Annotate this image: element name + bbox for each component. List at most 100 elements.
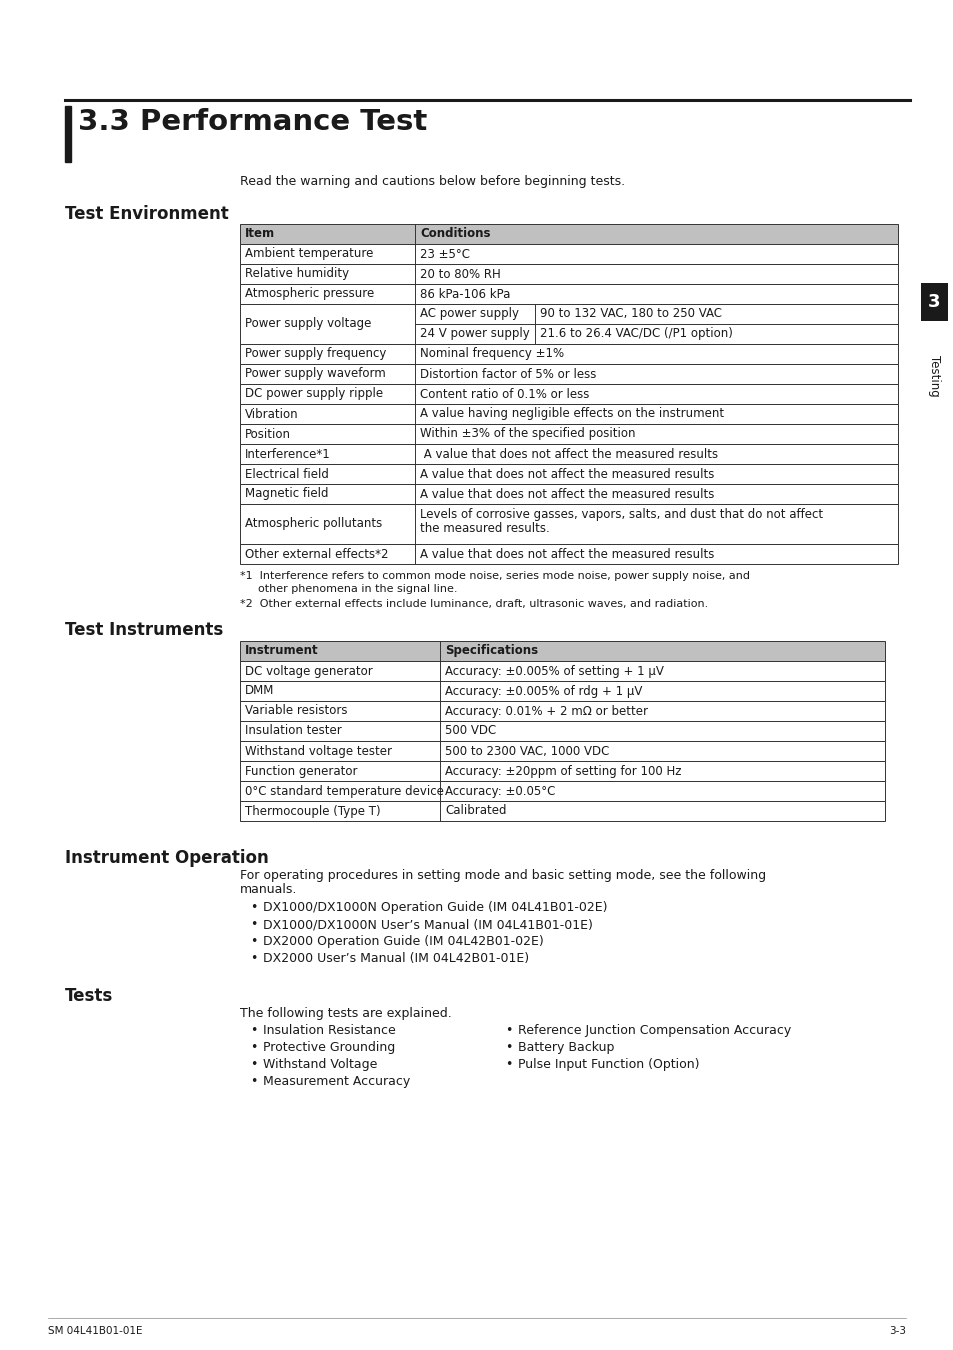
- Text: *1  Interference refers to common mode noise, series mode noise, power supply no: *1 Interference refers to common mode no…: [240, 571, 749, 580]
- Text: Interference*1: Interference*1: [245, 447, 331, 460]
- Text: DX1000/DX1000N User’s Manual (IM 04L41B01-01E): DX1000/DX1000N User’s Manual (IM 04L41B0…: [263, 918, 592, 932]
- Text: Instrument: Instrument: [245, 644, 318, 657]
- Bar: [240, 424, 897, 444]
- Text: Variable resistors: Variable resistors: [245, 705, 347, 717]
- Text: Conditions: Conditions: [419, 227, 490, 240]
- Text: 3.3: 3.3: [78, 108, 130, 136]
- Text: Calibrated: Calibrated: [444, 805, 506, 818]
- Bar: [240, 404, 897, 424]
- Text: 500 to 2300 VAC, 1000 VDC: 500 to 2300 VAC, 1000 VDC: [444, 744, 609, 757]
- Text: Nominal frequency ±1%: Nominal frequency ±1%: [419, 347, 563, 360]
- Bar: [240, 761, 884, 782]
- Text: The following tests are explained.: The following tests are explained.: [240, 1007, 452, 1021]
- Bar: [240, 801, 884, 821]
- Bar: [240, 662, 884, 680]
- Text: Performance Test: Performance Test: [140, 108, 427, 136]
- Text: Electrical field: Electrical field: [245, 467, 329, 481]
- Text: Power supply frequency: Power supply frequency: [245, 347, 386, 360]
- Bar: [240, 464, 897, 485]
- Text: Protective Grounding: Protective Grounding: [263, 1041, 395, 1054]
- Text: Power supply voltage: Power supply voltage: [245, 317, 371, 331]
- Bar: [240, 544, 897, 564]
- Text: •: •: [250, 1058, 257, 1071]
- Bar: [240, 504, 897, 544]
- Bar: [240, 741, 884, 761]
- Text: •: •: [250, 1075, 257, 1088]
- Text: Function generator: Function generator: [245, 764, 357, 778]
- Bar: [65, 107, 71, 162]
- Bar: [240, 344, 897, 364]
- Text: Other external effects*2: Other external effects*2: [245, 548, 388, 560]
- Text: DMM: DMM: [245, 684, 274, 698]
- Text: Pulse Input Function (Option): Pulse Input Function (Option): [517, 1058, 699, 1071]
- Text: DC power supply ripple: DC power supply ripple: [245, 387, 383, 401]
- Text: Measurement Accuracy: Measurement Accuracy: [263, 1075, 410, 1088]
- Text: Test Instruments: Test Instruments: [65, 621, 223, 639]
- Text: Accuracy: ±20ppm of setting for 100 Hz: Accuracy: ±20ppm of setting for 100 Hz: [444, 764, 680, 778]
- Text: •: •: [250, 1025, 257, 1037]
- Text: Atmospheric pressure: Atmospheric pressure: [245, 288, 374, 301]
- Bar: [240, 364, 897, 383]
- Text: Reference Junction Compensation Accuracy: Reference Junction Compensation Accuracy: [517, 1025, 790, 1037]
- Text: •: •: [504, 1058, 512, 1071]
- Text: AC power supply: AC power supply: [419, 308, 518, 320]
- Bar: [240, 721, 884, 741]
- Text: •: •: [250, 918, 257, 932]
- Text: Insulation Resistance: Insulation Resistance: [263, 1025, 395, 1037]
- Text: A value having negligible effects on the instrument: A value having negligible effects on the…: [419, 408, 723, 420]
- Bar: [240, 284, 897, 304]
- Text: Within ±3% of the specified position: Within ±3% of the specified position: [419, 428, 635, 440]
- Text: A value that does not affect the measured results: A value that does not affect the measure…: [419, 548, 714, 560]
- Bar: [240, 304, 897, 344]
- Bar: [240, 244, 897, 265]
- Text: •: •: [250, 952, 257, 965]
- Text: 24 V power supply: 24 V power supply: [419, 328, 529, 340]
- Text: 3-3: 3-3: [888, 1326, 905, 1336]
- Text: SM 04L41B01-01E: SM 04L41B01-01E: [48, 1326, 142, 1336]
- Text: Magnetic field: Magnetic field: [245, 487, 328, 501]
- Text: •: •: [250, 900, 257, 914]
- Bar: [240, 782, 884, 801]
- Text: Accuracy: 0.01% + 2 mΩ or better: Accuracy: 0.01% + 2 mΩ or better: [444, 705, 647, 717]
- Text: Content ratio of 0.1% or less: Content ratio of 0.1% or less: [419, 387, 589, 401]
- Text: •: •: [504, 1041, 512, 1054]
- Text: DC voltage generator: DC voltage generator: [245, 664, 373, 678]
- Text: Item: Item: [245, 227, 274, 240]
- Text: DX2000 User’s Manual (IM 04L42B01-01E): DX2000 User’s Manual (IM 04L42B01-01E): [263, 952, 529, 965]
- Text: Tests: Tests: [65, 987, 113, 1004]
- Text: Specifications: Specifications: [444, 644, 537, 657]
- Bar: [240, 680, 884, 701]
- Text: Levels of corrosive gasses, vapors, salts, and dust that do not affect: Levels of corrosive gasses, vapors, salt…: [419, 508, 822, 521]
- Text: Position: Position: [245, 428, 291, 440]
- Text: the measured results.: the measured results.: [419, 522, 549, 535]
- Text: A value that does not affect the measured results: A value that does not affect the measure…: [419, 487, 714, 501]
- Text: DX2000 Operation Guide (IM 04L42B01-02E): DX2000 Operation Guide (IM 04L42B01-02E): [263, 936, 543, 948]
- Text: other phenomena in the signal line.: other phenomena in the signal line.: [257, 585, 457, 594]
- Text: Test Environment: Test Environment: [65, 205, 229, 223]
- Bar: [240, 641, 884, 662]
- Text: Ambient temperature: Ambient temperature: [245, 247, 373, 261]
- Text: Vibration: Vibration: [245, 408, 298, 420]
- Text: Accuracy: ±0.05°C: Accuracy: ±0.05°C: [444, 784, 555, 798]
- Text: Withstand Voltage: Withstand Voltage: [263, 1058, 377, 1071]
- Text: Distortion factor of 5% or less: Distortion factor of 5% or less: [419, 367, 596, 381]
- Text: A value that does not affect the measured results: A value that does not affect the measure…: [419, 447, 718, 460]
- Text: For operating procedures in setting mode and basic setting mode, see the followi: For operating procedures in setting mode…: [240, 869, 765, 882]
- Bar: [240, 383, 897, 404]
- Text: Thermocouple (Type T): Thermocouple (Type T): [245, 805, 380, 818]
- Bar: [240, 701, 884, 721]
- Bar: [240, 485, 897, 504]
- Text: Withstand voltage tester: Withstand voltage tester: [245, 744, 392, 757]
- Text: 500 VDC: 500 VDC: [444, 725, 496, 737]
- Text: Instrument Operation: Instrument Operation: [65, 849, 269, 867]
- Text: •: •: [250, 1041, 257, 1054]
- Text: A value that does not affect the measured results: A value that does not affect the measure…: [419, 467, 714, 481]
- Text: 23 ±5°C: 23 ±5°C: [419, 247, 470, 261]
- Bar: [920, 284, 947, 321]
- Text: Insulation tester: Insulation tester: [245, 725, 341, 737]
- Text: 3: 3: [927, 293, 940, 310]
- Text: Read the warning and cautions below before beginning tests.: Read the warning and cautions below befo…: [240, 176, 624, 188]
- Text: manuals.: manuals.: [240, 883, 297, 896]
- Text: 86 kPa-106 kPa: 86 kPa-106 kPa: [419, 288, 510, 301]
- Bar: [240, 224, 897, 244]
